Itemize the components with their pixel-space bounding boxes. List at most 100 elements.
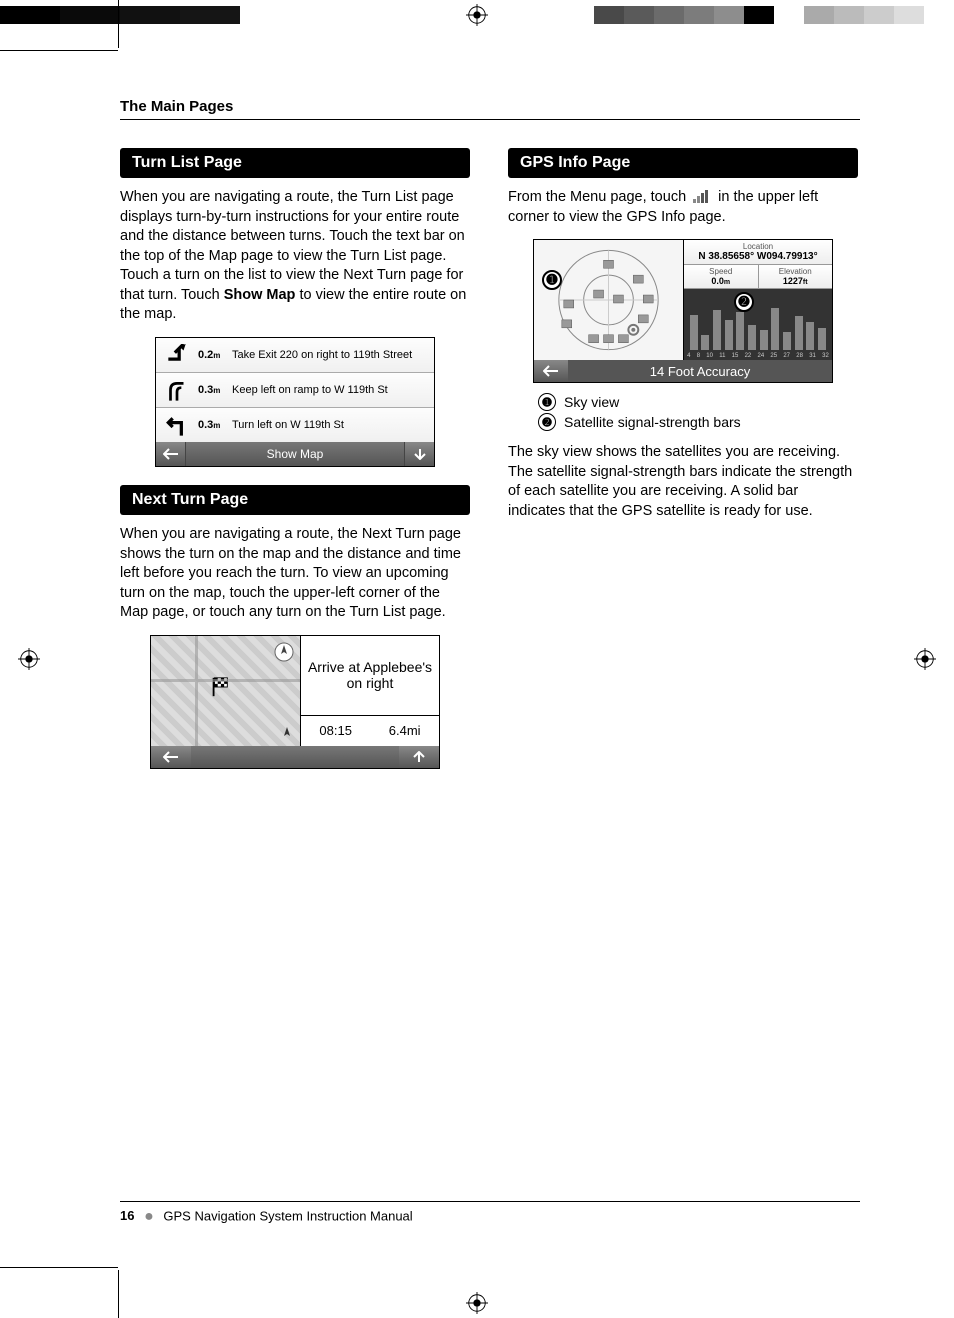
- sky-view-icon: [534, 240, 683, 360]
- signal-bar-label: 11: [719, 353, 725, 359]
- elev-label: Elevation: [759, 267, 833, 276]
- signal-bars-icon: [692, 190, 712, 204]
- turn-instruction: Keep left on ramp to W 119th St: [232, 384, 426, 396]
- gps-legend: ➊ Sky view ➋ Satellite signal-strength b…: [538, 393, 858, 431]
- signal-bar: [725, 320, 733, 350]
- footer-bullet-icon: ●: [144, 1208, 154, 1225]
- turn-list-row[interactable]: 0.2mTake Exit 220 on right to 119th Stre…: [156, 338, 434, 373]
- legend-text: Sky view: [564, 394, 619, 410]
- turn-distance: 0.2m: [198, 349, 232, 361]
- signal-bar: [771, 308, 779, 350]
- speed-label: Speed: [684, 267, 758, 276]
- signal-bar: [713, 310, 721, 350]
- distance-value: 6.4mi: [389, 723, 421, 738]
- gps-intro: From the Menu page, touch in the upper l…: [508, 188, 858, 227]
- footer-spacer: [191, 746, 399, 768]
- back-button[interactable]: [156, 442, 186, 466]
- signal-bar-label: 25: [770, 353, 777, 359]
- back-button[interactable]: [151, 746, 191, 768]
- legend-item-2: ➋ Satellite signal-strength bars: [538, 413, 858, 431]
- down-button[interactable]: [404, 442, 434, 466]
- turn-list-row[interactable]: 0.3mTurn left on W 119th St: [156, 408, 434, 442]
- callout-2: ➋: [734, 292, 754, 312]
- signal-bar: [690, 315, 698, 350]
- turn-instruction: Turn left on W 119th St: [232, 419, 426, 431]
- page-content: The Main Pages Turn List Page When you a…: [120, 98, 860, 787]
- signal-bar-label: 8: [697, 353, 700, 359]
- next-turn-info: Arrive at Applebee's on right 08:15 6.4m…: [301, 636, 439, 746]
- accuracy-label: 14 Foot Accuracy: [568, 364, 832, 379]
- section-heading-nextturn: Next Turn Page: [120, 485, 470, 515]
- turn-direction-icon: [164, 344, 190, 366]
- manual-title: GPS Navigation System Instruction Manual: [163, 1208, 412, 1223]
- columns: Turn List Page When you are navigating a…: [120, 148, 860, 787]
- next-turn-map[interactable]: [151, 636, 301, 746]
- back-arrow-icon: [543, 365, 559, 377]
- turn-list-row[interactable]: 0.3mKeep left on ramp to W 119th St: [156, 373, 434, 408]
- north-icon: [274, 642, 294, 662]
- section-heading-turnlist: Turn List Page: [120, 148, 470, 178]
- nextturn-paragraph: When you are navigating a route, the Nex…: [120, 525, 470, 623]
- speed-value: 0.0m: [684, 276, 758, 286]
- signal-bar-label: 32: [822, 353, 829, 359]
- text-bold: Show Map: [224, 287, 296, 303]
- signal-bar-label: 22: [745, 353, 752, 359]
- signal-bar-label: 15: [732, 353, 739, 359]
- turnlist-paragraph: When you are navigating a route, the Tur…: [120, 188, 470, 325]
- turn-distance: 0.3m: [198, 419, 232, 431]
- left-column: Turn List Page When you are navigating a…: [120, 148, 470, 787]
- running-header: The Main Pages: [120, 98, 860, 120]
- signal-bar-label: 10: [706, 353, 713, 359]
- registration-bottom: [0, 1288, 954, 1318]
- turn-direction-icon: [164, 414, 190, 436]
- gps-data-panel: Location N 38.85658° W094.79913° Speed 0…: [684, 240, 832, 360]
- gps-speed-box: Speed 0.0m: [684, 265, 759, 289]
- page-number: 16: [120, 1208, 134, 1223]
- signal-bar-label: 28: [796, 353, 803, 359]
- turn-distance: 0.3m: [198, 384, 232, 396]
- turn-instruction: Take Exit 220 on right to 119th Street: [232, 349, 426, 361]
- location-marker-icon: [280, 726, 294, 740]
- signal-bar: [818, 328, 826, 350]
- signal-bar: [736, 312, 744, 350]
- reg-blocks-right: [594, 6, 954, 24]
- signal-bar: [760, 330, 768, 350]
- registration-mark-icon: [466, 4, 488, 26]
- gps-sky-view: [534, 240, 684, 360]
- next-turn-footer: [151, 746, 439, 768]
- back-arrow-icon: [163, 751, 179, 763]
- figure-next-turn: Arrive at Applebee's on right 08:15 6.4m…: [150, 635, 440, 769]
- signal-bar-label: 27: [783, 353, 790, 359]
- back-button[interactable]: [534, 360, 568, 382]
- turn-direction-icon: [164, 379, 190, 401]
- text: From the Menu page, touch: [508, 189, 690, 205]
- destination-text: Arrive at Applebee's on right: [301, 636, 439, 716]
- crop-line: [0, 50, 118, 51]
- gps-speed-elev: Speed 0.0m Elevation 1227ft: [684, 265, 832, 289]
- registration-mark-icon: [18, 648, 40, 670]
- signal-bar: [783, 332, 791, 350]
- text: When you are navigating a route, the Tur…: [120, 189, 465, 303]
- signal-bar-label: 31: [809, 353, 816, 359]
- up-arrow-icon: [413, 751, 425, 763]
- figure-turn-list: 0.2mTake Exit 220 on right to 119th Stre…: [155, 337, 435, 467]
- show-map-button[interactable]: Show Map: [186, 442, 404, 466]
- checkered-flag-icon: [209, 676, 231, 698]
- crop-line: [118, 0, 119, 48]
- page-footer: 16 ● GPS Navigation System Instruction M…: [120, 1201, 860, 1226]
- gps-paragraph: The sky view shows the satellites you ar…: [508, 443, 858, 521]
- signal-bar: [748, 325, 756, 350]
- up-button[interactable]: [399, 746, 439, 768]
- back-arrow-icon: [163, 448, 179, 460]
- registration-mark-icon: [914, 648, 936, 670]
- signal-bar: [795, 316, 803, 350]
- gps-elev-box: Elevation 1227ft: [759, 265, 833, 289]
- right-column: GPS Info Page From the Menu page, touch …: [508, 148, 858, 787]
- crop-line: [0, 1267, 118, 1268]
- elev-value: 1227ft: [759, 276, 833, 286]
- signal-bar: [806, 322, 814, 350]
- time-value: 08:15: [319, 723, 352, 738]
- section-heading-gps: GPS Info Page: [508, 148, 858, 178]
- registration-top: [0, 0, 954, 30]
- reg-blocks-left: [0, 6, 330, 24]
